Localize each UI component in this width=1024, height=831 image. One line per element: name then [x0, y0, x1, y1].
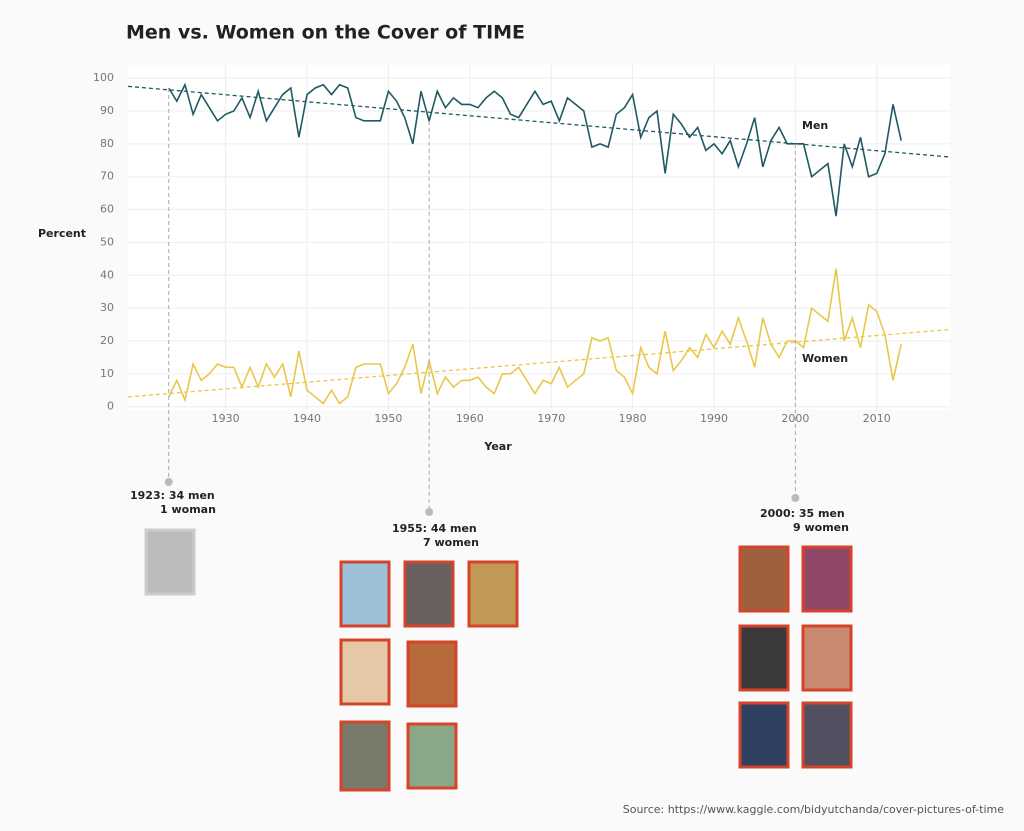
annotation-text: 7 women: [423, 536, 479, 549]
y-tick-label: 20: [100, 334, 114, 347]
series-label: Women: [802, 352, 848, 365]
cover: [738, 545, 790, 613]
cover: [801, 701, 853, 769]
y-tick-label: 80: [100, 137, 114, 150]
annotation-text: 9 women: [793, 521, 849, 534]
cover: [801, 545, 853, 613]
y-tick-label: 0: [107, 400, 114, 413]
cover: [738, 701, 790, 769]
y-tick-label: 100: [93, 71, 114, 84]
y-tick-label: 70: [100, 170, 114, 183]
trend-line: [127, 85, 951, 158]
plot-area: [128, 65, 950, 410]
chart-title: Men vs. Women on the Cover of TIME: [126, 22, 525, 44]
annotation-text: 1955: 44 men: [392, 522, 477, 535]
annotation-dot: [425, 508, 434, 516]
annotation-dot: [164, 478, 173, 486]
x-tick-label: 1970: [537, 412, 565, 425]
y-tick-label: 40: [100, 268, 114, 281]
y-tick-label: 90: [100, 104, 114, 117]
trend-line: [127, 328, 951, 398]
x-tick-label: 1990: [700, 412, 728, 425]
y-tick-label: 10: [100, 367, 114, 380]
series-label: Men: [802, 119, 828, 132]
cover: [801, 624, 853, 692]
y-axis-label: Percent: [38, 227, 86, 240]
cover: [144, 528, 196, 596]
x-axis-label: Year: [483, 440, 512, 453]
x-tick-label: 1930: [212, 412, 240, 425]
x-tick-label: 1940: [293, 412, 321, 425]
cover: [339, 560, 391, 628]
y-tick-label: 60: [100, 203, 114, 216]
covers: [144, 528, 853, 792]
series-line: [168, 82, 902, 217]
annotation-text: 1 woman: [160, 503, 216, 516]
x-tick-label: 1950: [374, 412, 402, 425]
y-tick-label: 50: [100, 235, 114, 248]
cover: [403, 560, 455, 628]
cover: [738, 624, 790, 692]
annotation-dot: [791, 494, 800, 502]
cover: [339, 720, 391, 792]
x-tick-label: 1960: [456, 412, 484, 425]
cover: [406, 640, 458, 708]
cover: [339, 638, 391, 706]
cover: [467, 560, 519, 628]
annotation-text: 2000: 35 men: [760, 507, 845, 520]
annotation-text: 1923: 34 men: [130, 489, 215, 502]
x-tick-label: 2010: [863, 412, 891, 425]
x-tick-label: 1980: [619, 412, 647, 425]
series-line: [167, 268, 902, 405]
source: Source: https://www.kaggle.com/bidyutcha…: [623, 803, 1004, 816]
y-tick-label: 30: [100, 301, 114, 314]
cover: [406, 722, 458, 790]
